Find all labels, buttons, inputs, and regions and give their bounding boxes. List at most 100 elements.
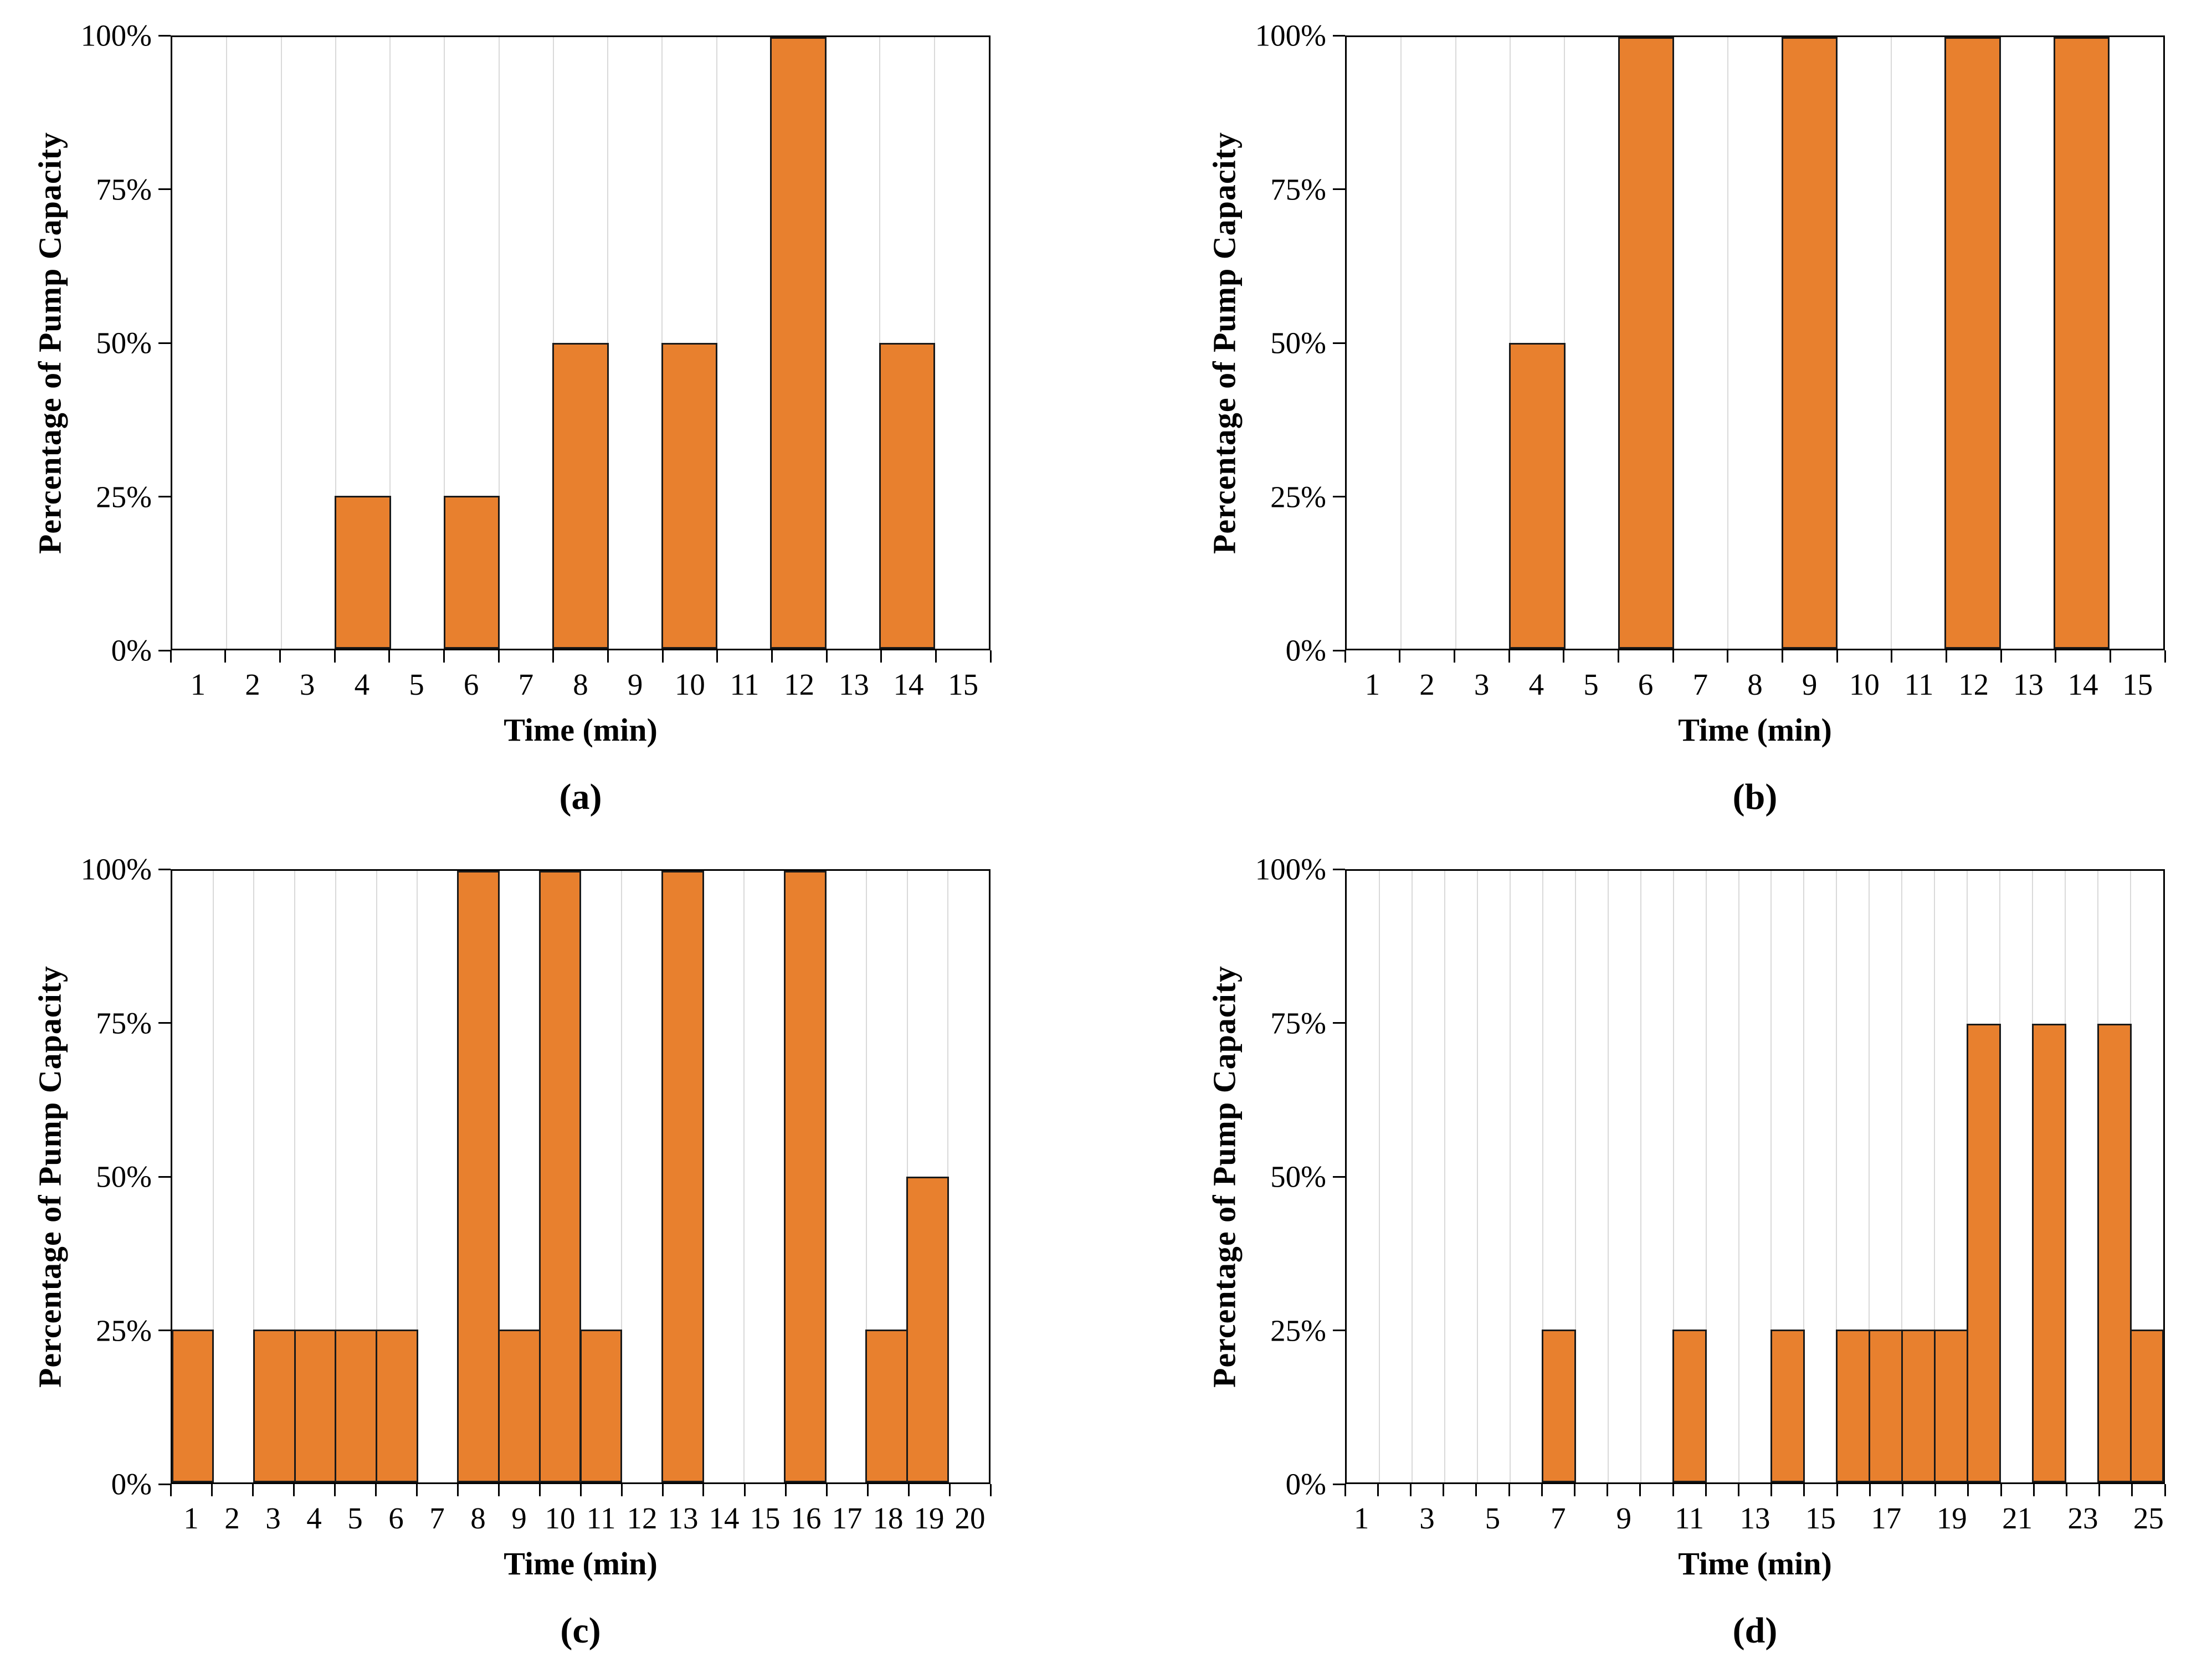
x-tick-label: 16 (791, 1501, 822, 1535)
x-tick (1891, 650, 1893, 663)
x-tick (1781, 650, 1783, 663)
x-tick-label: 9 (1802, 668, 1818, 701)
bar-x1 (171, 1330, 214, 1482)
y-tick-label: 50% (1270, 1159, 1326, 1194)
x-tick-label: 7 (429, 1501, 445, 1535)
gridline (1869, 871, 1870, 1482)
x-tick (1508, 650, 1510, 663)
x-tick (1573, 1484, 1575, 1496)
x-tick-label: 20 (954, 1501, 986, 1535)
panel-a: Percentage of Pump Capacity 0% 25% 50% 75% 1… (0, 0, 1106, 834)
bar-x24 (2097, 1024, 2132, 1482)
y-tick (1333, 1330, 1345, 1331)
bar-x14 (879, 343, 936, 649)
x-tick-label: 3 (1419, 1501, 1435, 1535)
bar-x4 (1509, 343, 1566, 649)
x-tick (579, 1484, 582, 1496)
x-tick (989, 650, 992, 663)
x-tick (224, 650, 227, 663)
y-tick-label: 75% (1270, 1006, 1326, 1040)
x-tick (1607, 1484, 1609, 1496)
x-tick (1508, 1484, 1510, 1496)
y-tick-label: 100% (80, 852, 152, 886)
y-tick-label: 100% (1255, 852, 1326, 886)
bar-x9 (498, 1330, 541, 1482)
bar-x10 (661, 343, 718, 649)
bar-x25 (2129, 1330, 2164, 1482)
gridline (1607, 871, 1609, 1482)
x-tick-label: 2 (224, 1501, 240, 1535)
gridline (1509, 871, 1511, 1482)
gridline (498, 37, 500, 649)
bar-x4 (335, 496, 391, 649)
gridline (1836, 871, 1838, 1482)
x-tick (2065, 1484, 2067, 1496)
x-tick (702, 1484, 705, 1496)
x-tick-label: 1 (1353, 1501, 1369, 1535)
x-tick (497, 650, 500, 663)
plot-area (1345, 35, 2165, 650)
x-tick-label: 11 (586, 1501, 616, 1535)
x-tick (252, 1484, 254, 1496)
gridline (1444, 871, 1445, 1482)
x-tick-label: 17 (1871, 1501, 1902, 1535)
bar-x22 (2031, 1024, 2066, 1482)
x-tick (1443, 1484, 1445, 1496)
x-tick (620, 1484, 623, 1496)
x-tick-label: 1 (190, 668, 206, 701)
bar-x16 (1835, 1330, 1870, 1482)
x-tick-label: 12 (627, 1501, 658, 1535)
bar-x20 (1966, 1024, 2001, 1482)
y-tick (158, 1176, 171, 1178)
x-tick-label: 5 (409, 668, 424, 701)
gridline (1901, 871, 1903, 1482)
y-tick-label: 100% (80, 18, 152, 53)
x-tick-label: 11 (1904, 668, 1934, 701)
y-axis: 0% 25% 50% 75% 100% (75, 19, 171, 668)
y-tick (158, 188, 171, 190)
bar-x18 (1901, 1330, 1936, 1482)
x-tick-label: 8 (1747, 668, 1763, 701)
x-tick-label: 15 (2122, 668, 2153, 701)
y-tick (158, 868, 171, 870)
x-tick (1945, 650, 1947, 663)
x-tick (948, 1484, 951, 1496)
x-tick (825, 1484, 828, 1496)
bar-x6 (443, 496, 500, 649)
y-axis-title: Percentage of Pump Capacity (1206, 965, 1243, 1388)
gridline (212, 871, 214, 1482)
y-tick (1333, 1022, 1345, 1024)
bar-x17 (1868, 1330, 1903, 1482)
x-tick-label: 2 (245, 668, 260, 701)
bar-x19 (906, 1177, 949, 1482)
x-tick (497, 1484, 500, 1496)
y-tick-label: 0% (111, 633, 152, 668)
panel-caption: (a) (559, 777, 602, 817)
y-tick-label: 50% (96, 1159, 152, 1194)
x-tick (292, 1484, 295, 1496)
x-tick (388, 650, 391, 663)
gridline (335, 37, 336, 649)
y-tick (158, 342, 171, 344)
gridline (1476, 871, 1478, 1482)
gridline (417, 871, 418, 1482)
x-tick (1541, 1484, 1543, 1496)
x-tick-label: 7 (1692, 668, 1708, 701)
x-tick-label: 9 (1616, 1501, 1631, 1535)
x-axis-title: Time (min) (504, 712, 658, 748)
x-tick (1399, 650, 1401, 663)
bar-x19 (1933, 1330, 1968, 1482)
bar-x9 (1781, 37, 1838, 649)
y-tick-label: 25% (1270, 1313, 1326, 1347)
x-tick-label: 1 (1364, 668, 1380, 701)
gridline (444, 37, 445, 649)
plot-area (171, 869, 990, 1484)
y-tick-label: 75% (1270, 172, 1326, 206)
x-tick-label: 2 (1419, 668, 1435, 701)
x-tick-label: 6 (463, 668, 479, 701)
bar-x5 (335, 1330, 377, 1482)
bar-x8 (457, 871, 500, 1482)
x-tick (552, 650, 555, 663)
y-tick (158, 1330, 171, 1331)
x-tick-label: 14 (893, 668, 924, 701)
